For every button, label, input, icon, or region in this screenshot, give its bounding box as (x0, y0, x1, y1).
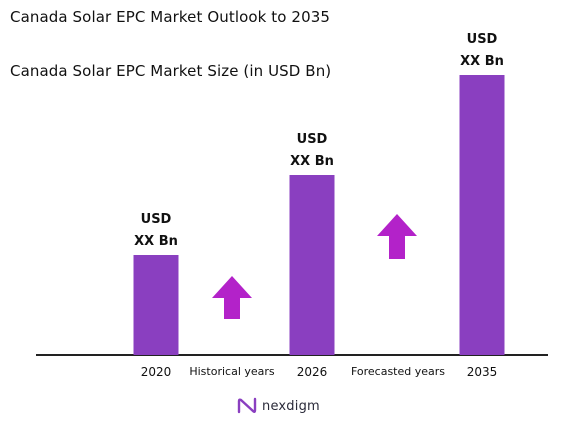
chart-subtitle: Canada Solar EPC Market Size (in USD Bn) (10, 62, 332, 80)
bar-2020 (133, 255, 179, 355)
period-label-forecasted: Forecasted years (351, 365, 445, 378)
bar-value-label-2026-1: XX Bn (290, 154, 334, 169)
bar-2035 (459, 75, 505, 355)
page-title: Canada Solar EPC Market Outlook to 2035 (10, 8, 331, 26)
growth-arrow-forecasted-icon (377, 214, 417, 259)
period-label-historical: Historical years (189, 365, 275, 378)
nexdigm-logo-icon (237, 397, 257, 414)
x-tick-label-2026: 2026 (297, 365, 328, 379)
x-tick-label-2035: 2035 (467, 365, 498, 379)
bar-2026 (289, 175, 335, 355)
growth-arrow-historical-icon (212, 276, 252, 319)
x-tick-label-2020: 2020 (141, 365, 172, 379)
bar-value-label-2020-1: XX Bn (134, 234, 178, 249)
bar-value-label-2035-0: USD (467, 32, 498, 47)
brand-name: nexdigm (262, 398, 320, 414)
bar-value-label-2026-0: USD (297, 132, 328, 147)
bar-value-label-2020-0: USD (141, 212, 172, 227)
brand-logo: nexdigm (236, 397, 320, 415)
bar-value-label-2035-1: XX Bn (460, 54, 504, 69)
